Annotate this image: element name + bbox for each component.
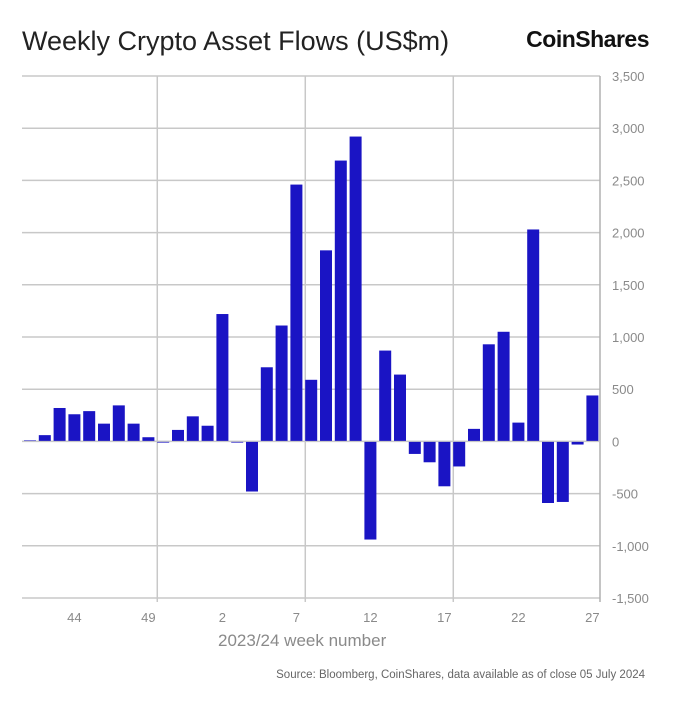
bar-week-24: [542, 441, 554, 503]
y-tick-label: 0: [612, 434, 619, 449]
bar-week-49: [142, 437, 155, 442]
bar-week-1: [201, 425, 214, 442]
bar-week-22: [512, 422, 525, 442]
y-tick-label: 3,000: [612, 121, 645, 136]
bar-week-3: [231, 441, 244, 443]
x-tick-label: 17: [437, 610, 451, 625]
bar-week-26: [571, 441, 584, 445]
chart-title: Weekly Crypto Asset Flows (US$m): [22, 26, 450, 56]
x-tick-label: 44: [67, 610, 81, 625]
bar-week-43: [53, 407, 66, 442]
bar-week-50: [157, 441, 170, 443]
bar-week-14: [394, 374, 406, 442]
y-tick-label: 2,500: [612, 173, 645, 188]
coinshares-logo: CoinShares: [526, 26, 649, 52]
x-tick-label: 7: [293, 610, 300, 625]
bar-week-16: [423, 441, 436, 463]
bar-week-6: [275, 325, 288, 442]
x-tick-label: 2: [219, 610, 226, 625]
bar-week-46: [98, 423, 110, 442]
y-tick-label: 500: [612, 382, 634, 397]
bar-week-48: [127, 423, 140, 442]
y-tick-label: 1,000: [612, 330, 645, 345]
bar-week-51: [172, 429, 184, 442]
y-tick-label: -1,500: [612, 591, 649, 606]
y-tick-label: -1,000: [612, 539, 649, 554]
bar-week-10: [334, 160, 347, 442]
bar-week-4: [246, 441, 258, 492]
bar-week-45: [83, 411, 96, 442]
bar-week-15: [408, 441, 421, 454]
x-tick-label: 27: [585, 610, 599, 625]
bar-week-11: [349, 136, 362, 442]
bar-week-47: [112, 405, 125, 442]
bar-week-19: [468, 428, 480, 442]
y-tick-label: -500: [612, 487, 638, 502]
bar-week-12: [364, 441, 377, 540]
bar-week-25: [556, 441, 569, 502]
bar-week-18: [453, 441, 466, 467]
bar-week-2: [216, 314, 229, 442]
y-tick-label: 3,500: [612, 69, 645, 84]
bar-week-5: [260, 367, 273, 442]
x-tick-label: 22: [511, 610, 525, 625]
x-tick-label: 49: [141, 610, 155, 625]
bar-week-21: [497, 331, 510, 442]
bar-week-8: [305, 379, 318, 442]
bar-week-52: [186, 416, 199, 442]
y-tick-label: 2,000: [612, 226, 645, 241]
bar-week-44: [68, 414, 81, 442]
bar-week-27: [586, 395, 599, 442]
bar-week-20: [482, 344, 495, 442]
x-tick-label: 12: [363, 610, 377, 625]
bar-week-7: [290, 184, 303, 442]
x-axis-title: 2023/24 week number: [218, 631, 387, 650]
y-tick-label: 1,500: [612, 278, 645, 293]
bar-week-9: [320, 250, 332, 442]
source-note: Source: Bloomberg, CoinShares, data avai…: [276, 669, 645, 681]
bar-week-23: [527, 229, 540, 442]
bar-week-42: [38, 435, 51, 442]
bar-week-13: [379, 350, 392, 442]
bar-week-17: [438, 441, 451, 487]
